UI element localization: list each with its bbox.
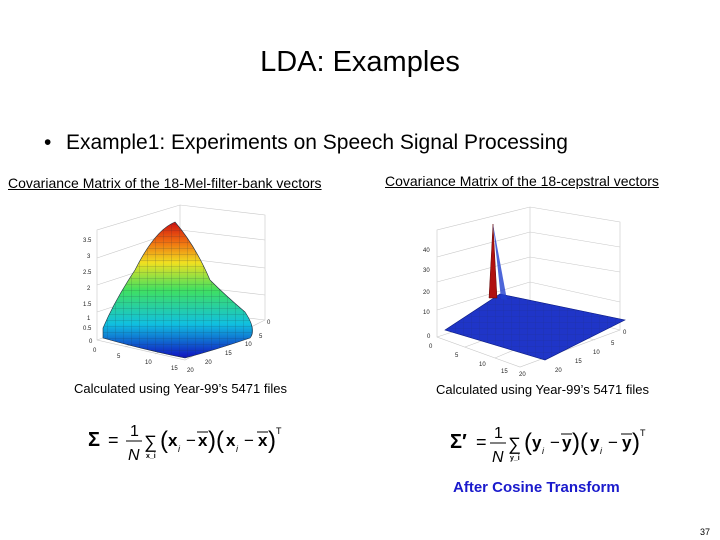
svg-text:x: x <box>198 431 208 450</box>
svg-text:0: 0 <box>93 348 97 354</box>
right-caption: Covariance Matrix of the 18-cepstral vec… <box>385 173 659 189</box>
svg-text:)(: )( <box>572 429 588 456</box>
svg-text:(: ( <box>160 427 168 454</box>
svg-text:T: T <box>276 426 282 436</box>
after-cosine-transform-label: After Cosine Transform <box>453 479 620 496</box>
svg-text:x: x <box>258 431 268 450</box>
svg-text:30: 30 <box>423 268 430 274</box>
left-formula: Σ = 1 N ∑ x_i ( x i − x )( x i − x ) T <box>88 423 282 464</box>
svg-text:1: 1 <box>494 425 503 442</box>
svg-text:5: 5 <box>455 353 459 359</box>
bullet-item: • Example1: Experiments on Speech Signal … <box>44 131 568 155</box>
svg-text:15: 15 <box>501 369 508 375</box>
svg-text:=: = <box>108 430 119 450</box>
svg-text:2: 2 <box>87 286 91 292</box>
svg-text:3: 3 <box>87 254 91 260</box>
svg-text:0: 0 <box>427 334 431 340</box>
right-y-ticks: 0 5 10 15 20 <box>555 330 627 374</box>
svg-text:i: i <box>236 444 239 454</box>
svg-text:y_i: y_i <box>510 455 520 462</box>
svg-text:20: 20 <box>555 368 562 374</box>
right-surface-peak <box>488 223 498 299</box>
svg-text:x: x <box>168 431 178 450</box>
svg-text:): ) <box>632 429 640 456</box>
svg-text:0: 0 <box>267 320 271 326</box>
slide-title: LDA: Examples <box>260 46 460 78</box>
svg-text:): ) <box>268 427 276 454</box>
svg-text:0: 0 <box>623 330 627 336</box>
svg-text:∑: ∑ <box>508 434 521 454</box>
svg-text:x: x <box>226 431 236 450</box>
svg-text:x_i: x_i <box>146 453 156 460</box>
right-surface-plot: 40 30 20 10 0 0 5 10 15 20 0 5 10 15 20 <box>423 206 627 377</box>
svg-text:10: 10 <box>593 350 600 356</box>
svg-text:15: 15 <box>575 359 582 365</box>
svg-text:20: 20 <box>187 368 194 374</box>
svg-text:2.5: 2.5 <box>83 270 92 276</box>
svg-text:40: 40 <box>423 248 430 254</box>
svg-text:10: 10 <box>423 310 430 316</box>
svg-text:0.5: 0.5 <box>83 326 92 332</box>
svg-text:10: 10 <box>145 360 152 366</box>
svg-text:−: − <box>608 433 618 452</box>
svg-text:N: N <box>492 449 504 466</box>
svg-text:0: 0 <box>89 339 93 345</box>
svg-text:1.5: 1.5 <box>83 302 92 308</box>
left-note: Calculated using Year-99’s 5471 files <box>74 381 287 396</box>
right-z-ticks: 40 30 20 10 0 <box>423 248 431 340</box>
bullet-text: Example1: Experiments on Speech Signal P… <box>66 131 568 154</box>
left-x-ticks: 0 5 10 15 20 <box>93 348 194 374</box>
svg-text:=: = <box>476 432 487 452</box>
svg-text:3.5: 3.5 <box>83 238 92 244</box>
svg-text:N: N <box>128 447 140 464</box>
svg-text:i: i <box>178 444 181 454</box>
svg-text:(: ( <box>524 429 532 456</box>
right-note: Calculated using Year-99’s 5471 files <box>436 382 649 397</box>
svg-text:i: i <box>542 446 545 456</box>
svg-text:y: y <box>590 433 600 452</box>
svg-text:Σ: Σ <box>88 429 100 451</box>
svg-text:20: 20 <box>519 372 526 377</box>
svg-text:1: 1 <box>87 316 91 322</box>
right-formula: Σ′ = 1 N ∑ y_i ( y i − y )( y i − y ) T <box>450 425 646 466</box>
svg-text:1: 1 <box>130 423 139 440</box>
svg-text:20: 20 <box>205 360 212 366</box>
svg-text:i: i <box>600 446 603 456</box>
svg-text:10: 10 <box>479 362 486 368</box>
svg-text:20: 20 <box>423 290 430 296</box>
svg-text:−: − <box>244 431 254 450</box>
svg-text:)(: )( <box>208 427 224 454</box>
svg-text:Σ′: Σ′ <box>450 431 467 453</box>
svg-text:∑: ∑ <box>144 432 157 452</box>
left-surface-plot: 3.5 3 2.5 2 1.5 1 0.5 0 0 5 10 15 20 0 5… <box>83 204 271 374</box>
left-y-ticks: 0 5 10 15 20 <box>205 320 271 366</box>
svg-text:5: 5 <box>611 341 615 347</box>
svg-text:5: 5 <box>259 334 263 340</box>
svg-text:15: 15 <box>171 366 178 372</box>
page-number: 37 <box>700 527 711 537</box>
svg-text:10: 10 <box>245 342 252 348</box>
svg-text:y: y <box>622 433 632 452</box>
svg-text:T: T <box>640 428 646 438</box>
svg-text:−: − <box>186 431 196 450</box>
svg-text:y: y <box>562 433 572 452</box>
svg-text:15: 15 <box>225 351 232 357</box>
svg-text:y: y <box>532 433 542 452</box>
right-x-ticks: 0 5 10 15 20 <box>429 344 526 377</box>
svg-text:0: 0 <box>429 344 433 350</box>
svg-text:−: − <box>550 433 560 452</box>
left-caption: Covariance Matrix of the 18-Mel-filter-b… <box>8 175 322 191</box>
bullet-marker: • <box>44 131 52 154</box>
left-z-ticks: 3.5 3 2.5 2 1.5 1 0.5 0 <box>83 238 93 345</box>
svg-text:5: 5 <box>117 354 121 360</box>
